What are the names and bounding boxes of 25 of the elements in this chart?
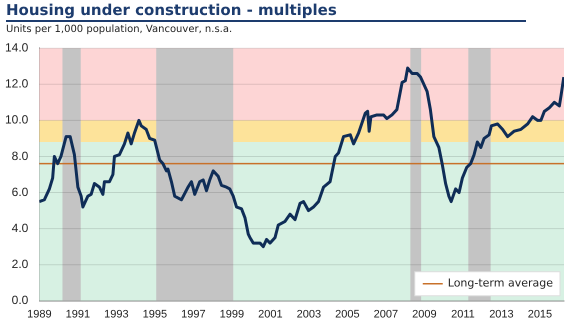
- y-tick-label: 14.0: [4, 40, 29, 55]
- x-tick-label: 1997: [181, 308, 206, 320]
- y-tick-label: 10.0: [4, 112, 29, 127]
- x-tick-label: 1989: [27, 308, 52, 320]
- x-tick-label: 2007: [374, 308, 398, 320]
- legend-label: Long-term average: [448, 276, 554, 290]
- y-tick-label: 2.0: [12, 257, 29, 272]
- x-tick-label: 1995: [142, 308, 168, 320]
- x-tick-label: 2013: [489, 308, 514, 320]
- y-tick-label: 8.0: [12, 148, 29, 163]
- y-tick-label: 0.0: [12, 293, 29, 308]
- x-tick-label: 1993: [104, 308, 129, 320]
- x-tick-label: 2001: [258, 308, 283, 320]
- x-tick-label: 2009: [412, 308, 437, 320]
- chart-subtitle: Units per 1,000 population, Vancouver, n.s.a.: [6, 24, 232, 35]
- x-tick-label: 2005: [335, 308, 360, 320]
- x-tick-label: 1999: [220, 308, 244, 320]
- y-tick-label: 4.0: [12, 220, 29, 235]
- x-tick-label: 1991: [66, 308, 90, 320]
- x-tick-label: 2015: [528, 308, 552, 320]
- y-tick-label: 6.0: [12, 184, 29, 199]
- chart-title: Housing under construction - multiples: [6, 1, 526, 22]
- x-tick-label: 2003: [296, 308, 322, 320]
- x-tick-label: 2011: [451, 308, 475, 320]
- y-tick-label: 12.0: [4, 76, 29, 91]
